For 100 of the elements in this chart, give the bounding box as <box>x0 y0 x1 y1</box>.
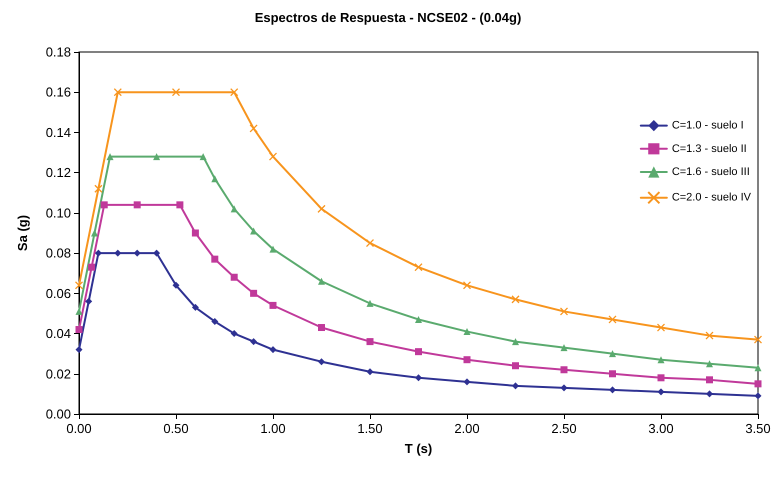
point <box>114 88 122 96</box>
point <box>706 376 713 384</box>
point <box>211 318 218 325</box>
point <box>91 230 98 236</box>
point <box>754 364 762 372</box>
point <box>106 153 114 160</box>
legend-label: C=2.0 - suelo IV <box>672 192 752 204</box>
y-tick-label: 0.12 <box>46 165 71 180</box>
y-tick-label: 0.16 <box>46 84 71 100</box>
point <box>609 370 616 378</box>
point <box>317 204 326 214</box>
point <box>511 295 520 304</box>
point <box>512 338 519 346</box>
point <box>88 264 96 271</box>
y-tick-label: 0.04 <box>46 326 71 342</box>
point <box>176 201 184 208</box>
x-tick-label: 2.00 <box>454 421 480 436</box>
point <box>754 392 762 400</box>
point <box>230 205 238 212</box>
x-tick-label: 3.00 <box>648 421 674 436</box>
y-tick-label: 0.10 <box>46 205 71 220</box>
point <box>270 302 276 309</box>
point <box>230 88 238 96</box>
point <box>415 316 422 323</box>
y-tick-label: 0.14 <box>46 124 71 140</box>
point <box>172 88 180 96</box>
point <box>706 390 713 398</box>
point <box>211 175 218 182</box>
point <box>268 152 278 161</box>
point <box>415 348 422 356</box>
point <box>464 378 470 386</box>
point <box>94 250 102 257</box>
point <box>211 256 218 263</box>
point <box>76 326 82 334</box>
point <box>172 282 180 289</box>
x-tick-label: 1.50 <box>357 421 383 436</box>
point <box>414 263 423 272</box>
x-tick-label: 2.50 <box>551 421 577 436</box>
point <box>76 346 82 354</box>
x-axis-title: T (s) <box>404 441 432 456</box>
point <box>153 250 160 257</box>
x-tick-label: 0.50 <box>163 421 189 436</box>
point <box>366 238 374 248</box>
point <box>100 201 108 208</box>
point <box>134 250 141 257</box>
point <box>318 358 325 366</box>
legend-label: C=1.0 - suelo I <box>672 120 744 132</box>
point <box>658 388 664 396</box>
point <box>85 298 92 305</box>
point <box>560 366 568 374</box>
point <box>754 335 762 344</box>
point <box>134 201 141 208</box>
point <box>608 315 617 324</box>
x-tick-label: 1.00 <box>260 421 286 436</box>
y-tick-label: 0.02 <box>46 366 71 382</box>
point <box>609 386 616 394</box>
y-tick-label: 0.18 <box>46 44 71 60</box>
point <box>318 278 325 285</box>
x-tick-label: 3.50 <box>745 421 771 436</box>
point <box>560 307 568 316</box>
legend-label: C=1.6 - suelo III <box>672 166 750 178</box>
legend-label: C=1.3 - suelo II <box>672 142 747 155</box>
point <box>560 344 568 352</box>
point <box>250 290 258 297</box>
y-axis-title: Sa (g) <box>15 214 30 252</box>
point <box>74 281 84 290</box>
point <box>230 330 238 338</box>
point <box>153 153 160 160</box>
point <box>512 362 519 370</box>
point <box>76 308 82 315</box>
point <box>609 350 616 358</box>
point <box>192 230 199 236</box>
point <box>464 328 470 336</box>
point <box>366 368 374 376</box>
point <box>658 374 664 382</box>
point <box>754 380 762 388</box>
point <box>250 338 258 346</box>
point <box>464 356 470 364</box>
point <box>270 346 276 354</box>
point <box>462 281 472 290</box>
point <box>706 360 713 368</box>
point <box>415 374 422 382</box>
point <box>114 250 122 257</box>
point <box>270 246 276 253</box>
point <box>656 323 666 332</box>
x-tick-label: 0.00 <box>66 421 92 436</box>
point <box>200 153 207 160</box>
chart-title: Espectros de Respuesta - NCSE02 - (0.04g) <box>254 10 522 25</box>
point <box>230 274 238 281</box>
point <box>512 382 519 390</box>
point <box>366 338 374 346</box>
point <box>560 384 568 392</box>
point <box>705 331 714 340</box>
y-tick-label: 0.00 <box>46 406 71 422</box>
point <box>366 300 374 307</box>
point <box>249 124 258 133</box>
point <box>94 184 103 193</box>
point <box>192 304 199 311</box>
y-tick-label: 0.08 <box>46 246 71 261</box>
y-tick-label: 0.06 <box>46 286 71 301</box>
